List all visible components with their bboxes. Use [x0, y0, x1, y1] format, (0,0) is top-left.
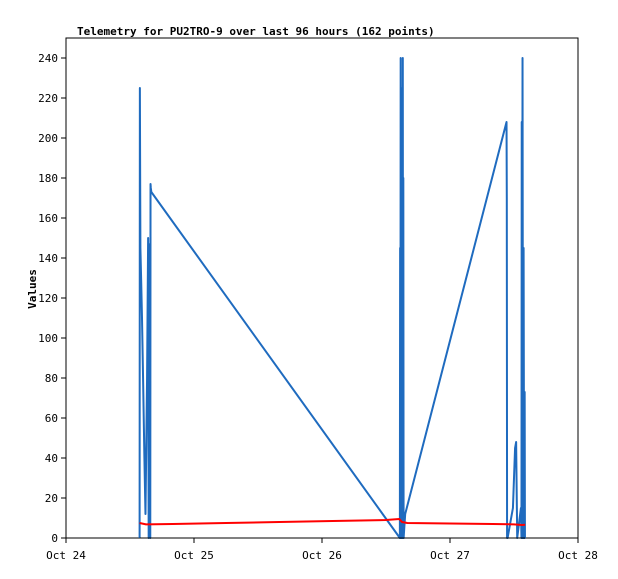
x-tick-label: Oct 25: [174, 549, 214, 562]
y-tick-label: 0: [51, 532, 58, 545]
chart-title: Telemetry for PU2TRO-9 over last 96 hour…: [77, 25, 435, 38]
y-tick-label: 120: [38, 292, 58, 305]
y-tick-label: 40: [45, 452, 58, 465]
y-tick-label: 240: [38, 52, 58, 65]
x-tick-label: Oct 26: [302, 549, 342, 562]
y-axis-label: Values: [26, 269, 39, 309]
series-line-2: [139, 518, 526, 526]
y-tick-label: 180: [38, 172, 58, 185]
series-line-1: [138, 57, 526, 539]
y-tick-label: 60: [45, 412, 58, 425]
x-axis-ticks: Oct 24 Oct 25 Oct 26 Oct 27 Oct 28: [46, 538, 598, 562]
y-tick-label: 80: [45, 372, 58, 385]
y-tick-label: 200: [38, 132, 58, 145]
plot-frame: [65, 37, 579, 539]
y-tick-label: 220: [38, 92, 58, 105]
y-tick-label: 20: [45, 492, 58, 505]
y-tick-label: 140: [38, 252, 58, 265]
x-tick-label: Oct 24: [46, 549, 86, 562]
y-axis-ticks: 0 20 40 60 80 100 120 140 160 180 200 220 240: [38, 52, 66, 545]
x-tick-label: Oct 28: [558, 549, 598, 562]
y-tick-label: 100: [38, 332, 58, 345]
series-layer: [138, 57, 526, 539]
y-tick-label: 160: [38, 212, 58, 225]
x-tick-label: Oct 27: [430, 549, 470, 562]
